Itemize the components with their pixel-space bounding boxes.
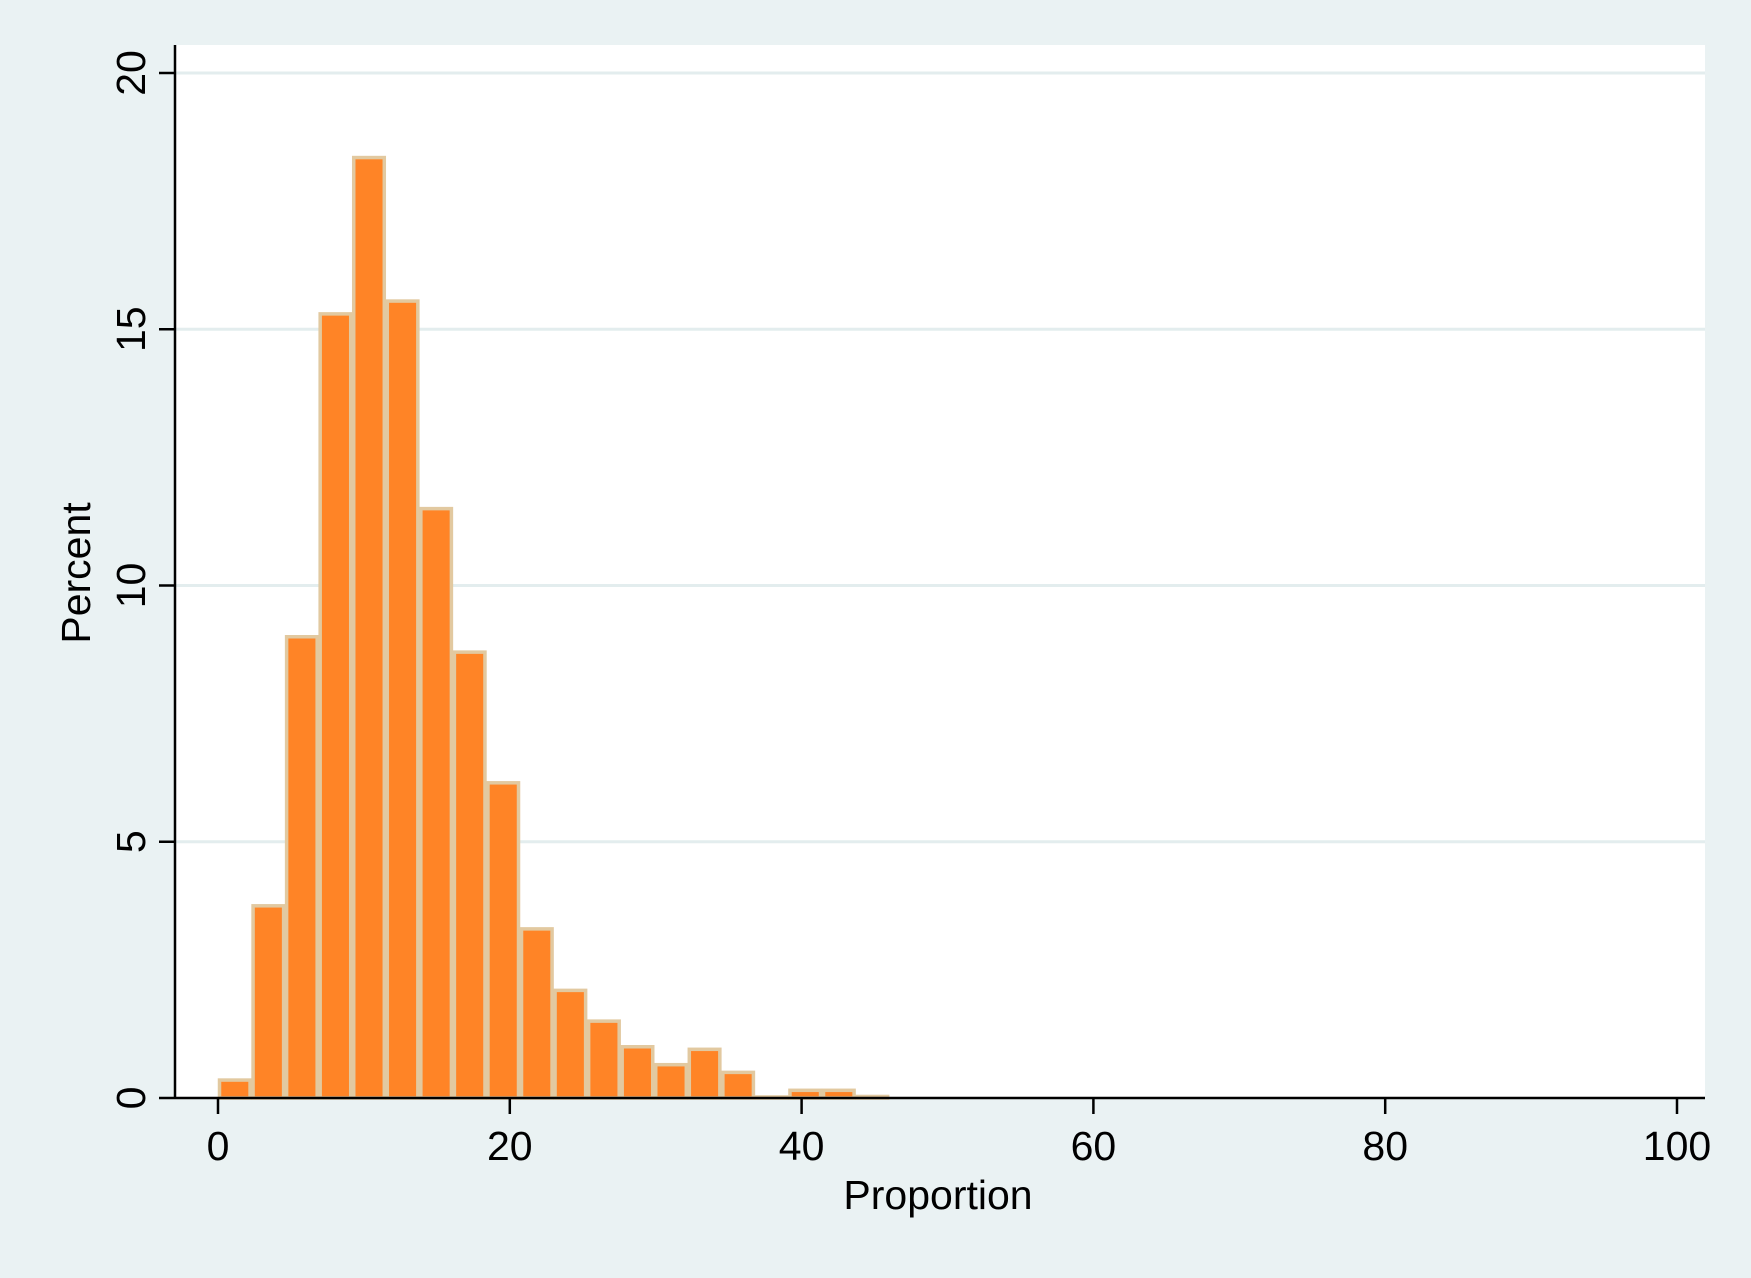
histogram-bar	[586, 1019, 621, 1100]
y-axis-title: Percent	[53, 502, 99, 644]
y-tick-label: 5	[108, 830, 154, 853]
y-tick-label: 0	[108, 1087, 154, 1110]
histogram-bar	[217, 1078, 252, 1100]
histogram-bar	[318, 312, 353, 1100]
axes	[173, 45, 1705, 1100]
histogram-bar	[553, 988, 588, 1100]
x-tick-label: 60	[1071, 1123, 1117, 1169]
histogram-bar	[486, 781, 521, 1100]
histogram-bar	[251, 904, 286, 1100]
histogram-bar	[452, 650, 487, 1100]
x-tick-label: 80	[1362, 1123, 1408, 1169]
histogram-bar	[385, 299, 420, 1100]
histogram-bar	[620, 1045, 655, 1100]
y-axis-ticks: 0 5 10 15 20	[108, 50, 175, 1109]
histogram-bar	[653, 1062, 689, 1100]
x-tick-label: 40	[779, 1123, 825, 1169]
histogram-bar	[721, 1070, 756, 1100]
y-tick-label: 15	[108, 306, 154, 352]
y-tick-label: 20	[108, 50, 154, 96]
histogram-bar	[284, 635, 319, 1100]
histogram-bar	[519, 927, 554, 1100]
x-axis-title: Proportion	[843, 1172, 1032, 1218]
y-tick-label: 10	[108, 563, 154, 609]
x-tick-label: 0	[207, 1123, 230, 1169]
histogram-bar	[351, 155, 387, 1100]
x-tick-label: 100	[1643, 1123, 1711, 1169]
histogram-bar	[419, 506, 454, 1100]
x-axis-ticks: 0 20 40 60 80 100	[207, 1098, 1711, 1169]
histogram-bar	[687, 1047, 722, 1100]
x-tick-label: 20	[487, 1123, 533, 1169]
